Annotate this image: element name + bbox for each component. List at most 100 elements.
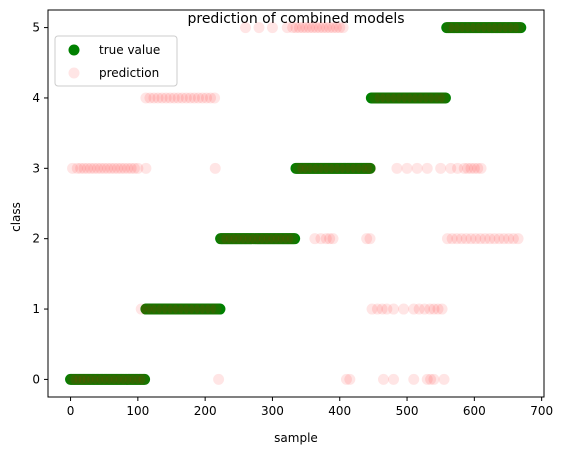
prediction-point [96,373,108,385]
prediction-point [258,233,270,245]
prediction-point [91,373,103,385]
prediction-point [209,162,221,174]
prediction-point [380,92,392,104]
y-tick-label: 3 [32,161,40,175]
true-value-point [364,162,376,174]
prediction-point [67,162,79,174]
prediction-point [70,373,82,385]
prediction-point [205,303,217,315]
prediction-point [85,162,97,174]
prediction-point [273,233,284,245]
prediction-point [327,22,339,34]
prediction-point [428,373,440,385]
x-tick-label: 400 [328,404,351,418]
prediction-point [115,162,127,174]
prediction-point [344,373,356,385]
prediction-point [161,303,173,315]
prediction-point [253,22,265,34]
prediction-point [205,92,217,104]
prediction-point [188,303,200,315]
prediction-point [446,233,458,245]
prediction-point [213,373,225,385]
prediction-point [361,233,373,245]
prediction-point [78,373,90,385]
prediction-point [66,373,78,385]
legend-label-prediction: prediction [99,66,159,80]
prediction-point [472,162,484,174]
legend: true value prediction [54,35,178,87]
legend-box [54,35,178,87]
prediction-point [194,303,206,315]
x-tick-label: 100 [126,404,149,418]
prediction-point [345,162,357,174]
prediction-point [355,162,367,174]
prediction-point [115,373,127,385]
prediction-point [428,92,440,104]
prediction-point [249,233,261,245]
prediction-point [244,233,256,245]
prediction-point [497,22,509,34]
prediction-point [443,22,455,34]
y-axis-label: class [9,202,23,232]
prediction-point [172,303,184,315]
prediction-point [401,162,413,174]
prediction-point [209,92,221,104]
prediction-point [78,162,90,174]
prediction-point [91,162,103,174]
prediction-point [366,303,378,315]
prediction-point [454,22,466,34]
prediction-point [188,92,200,104]
prediction-point [428,303,440,315]
true-value-point [139,373,151,385]
prediction-point [406,92,418,104]
prediction-point [475,22,487,34]
prediction-point [486,22,498,34]
prediction-point [71,162,83,174]
prediction-point [396,92,408,104]
legend-label-true-value: true value [99,43,160,57]
prediction-point [436,303,448,315]
prediction-point [470,233,482,245]
prediction-point [491,22,503,34]
prediction-point [401,92,413,104]
prediction-point [320,233,332,245]
prediction-point [141,303,153,315]
prediction-point [465,233,477,245]
prediction-point [417,92,429,104]
prediction-point [287,233,299,245]
prediction-point [489,233,501,245]
prediction-point [98,162,110,174]
prediction-point [307,162,319,174]
true-value-point [515,22,527,34]
prediction-point [391,162,403,174]
prediction-point [459,22,471,34]
prediction-point [324,233,336,245]
prediction-point [369,92,381,104]
prediction-point [452,162,464,174]
prediction-point [480,22,492,34]
prediction-point [124,373,136,385]
prediction-point [101,373,113,385]
prediction-point [432,303,444,315]
prediction-point [334,162,346,174]
prediction-point [317,22,329,34]
prediction-point [441,233,453,245]
prediction-point [361,162,373,174]
prediction-point [462,162,474,174]
prediction-point [145,303,157,315]
prediction-point [138,373,150,385]
prediction-point [221,233,233,245]
prediction-point [184,92,196,104]
prediction-point [240,22,252,34]
prediction-point [330,22,342,34]
prediction-point [287,22,299,34]
plot-frame [47,9,545,398]
prediction-point [210,303,222,315]
prediction-point [88,162,100,174]
prediction-point [445,162,457,174]
prediction-point [164,92,176,104]
prediction-point [266,22,278,34]
prediction-point [156,303,168,315]
prediction-point [435,162,447,174]
prediction-point [374,92,386,104]
